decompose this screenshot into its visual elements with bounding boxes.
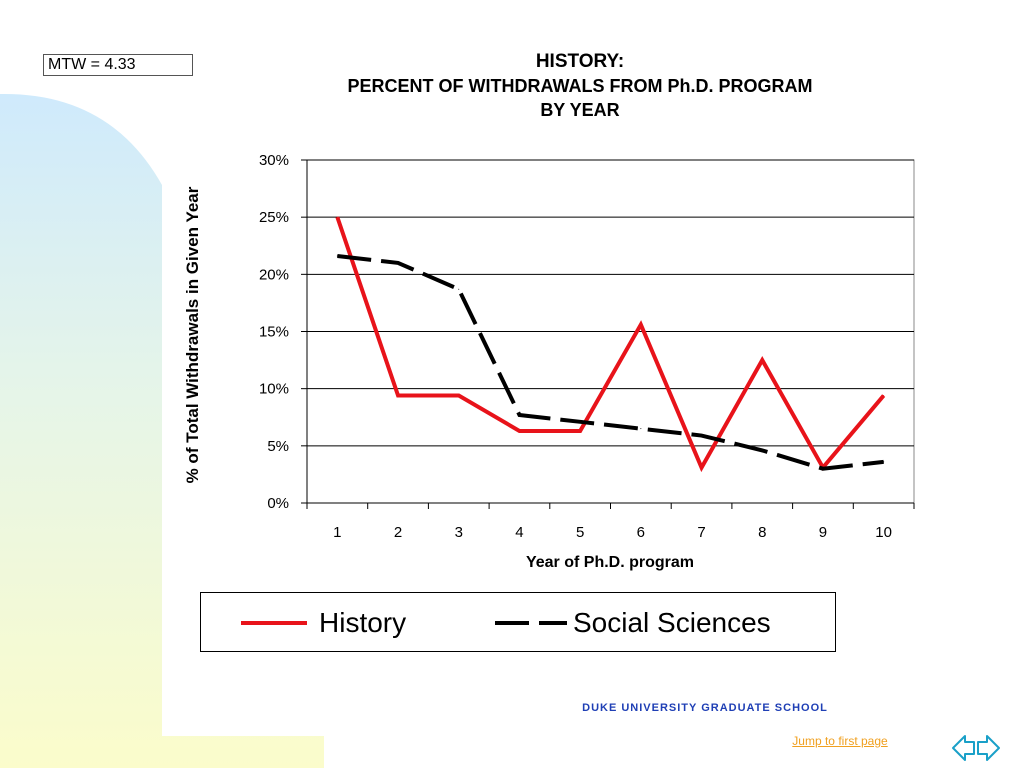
chart-title: HISTORY: PERCENT OF WITHDRAWALS FROM Ph.… xyxy=(230,50,930,122)
x-tick-label: 10 xyxy=(875,524,892,541)
chart-title-line-3: BY YEAR xyxy=(540,100,620,120)
x-tick-label: 2 xyxy=(394,524,402,541)
x-tick-label: 1 xyxy=(333,524,341,541)
chart-title-line-1: HISTORY: xyxy=(535,51,625,72)
data-point-social-sciences xyxy=(518,414,520,416)
chart-title-line-2: PERCENT OF WITHDRAWALS FROM Ph.D. PROGRA… xyxy=(347,76,813,96)
chart-legend: History Social Sciences xyxy=(200,592,836,652)
data-point-history xyxy=(518,430,520,432)
prev-next-arrows-icon[interactable] xyxy=(950,732,1002,764)
y-tick-label: 5% xyxy=(267,438,289,455)
line-chart: 0% 5% 10% 15% 20% 25% 30% 1 2 3 4 5 6 7 8 9 10 xyxy=(259,152,915,541)
data-point-history xyxy=(579,430,581,432)
series-line-history xyxy=(335,216,886,473)
y-tick-label: 30% xyxy=(259,152,289,169)
data-point-social-sciences xyxy=(336,255,338,257)
x-tick-label: 3 xyxy=(455,524,463,541)
y-tick-label: 10% xyxy=(259,381,289,398)
x-tick-label: 7 xyxy=(697,524,705,541)
legend-item-history: History xyxy=(241,593,406,653)
data-point-social-sciences xyxy=(397,262,399,264)
legend-item-social-sciences: Social Sciences xyxy=(495,593,771,653)
data-point-history xyxy=(336,216,338,218)
x-tick-label: 5 xyxy=(576,524,584,541)
footer-organization: DUKE UNIVERSITY GRADUATE SCHOOL xyxy=(582,702,828,714)
x-axis-label: Year of Ph.D. program xyxy=(525,554,695,571)
mtw-label-box: MTW = 4.33 xyxy=(43,54,193,76)
data-point-history xyxy=(883,395,885,397)
data-point-history xyxy=(397,395,399,397)
data-point-history xyxy=(458,395,460,397)
data-point-history xyxy=(701,467,703,469)
data-point-history xyxy=(761,359,763,361)
legend-swatch-history xyxy=(241,621,307,625)
legend-label-history: History xyxy=(319,607,407,638)
legend-label-social-sciences: Social Sciences xyxy=(573,607,771,638)
data-point-social-sciences xyxy=(761,449,763,451)
legend-swatch-social-sciences xyxy=(495,621,567,625)
x-tick-label: 8 xyxy=(758,524,766,541)
y-tick-label: 20% xyxy=(259,266,289,283)
y-tick-label: 0% xyxy=(267,495,289,512)
data-point-social-sciences xyxy=(579,421,581,423)
data-point-social-sciences xyxy=(822,468,824,470)
y-tick-label: 25% xyxy=(259,209,289,226)
data-point-social-sciences xyxy=(640,428,642,430)
y-tick-label: 15% xyxy=(259,324,289,341)
series-line-social-sciences xyxy=(337,254,884,471)
x-tick-label: 6 xyxy=(637,524,645,541)
data-point-social-sciences xyxy=(701,435,703,437)
x-tick-label: 4 xyxy=(515,524,523,541)
data-point-social-sciences xyxy=(458,288,460,290)
data-point-social-sciences xyxy=(883,461,885,463)
x-tick-label: 9 xyxy=(819,524,827,541)
data-point-history xyxy=(640,324,642,326)
jump-to-first-page-link[interactable]: Jump to first page xyxy=(792,734,888,748)
